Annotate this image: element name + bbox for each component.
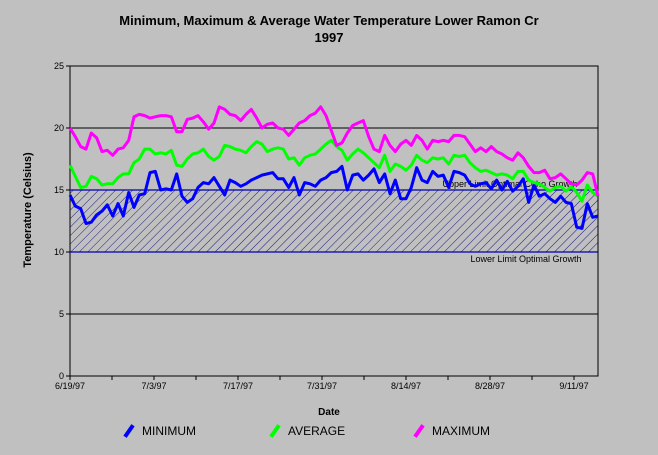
series-line-average	[68, 138, 599, 203]
x-tick-label: 8/28/97	[475, 381, 505, 391]
y-tick-label: 5	[59, 309, 64, 319]
lower-limit-label: Lower Limit Optimal Growth	[470, 254, 581, 264]
optimal-band	[70, 190, 598, 252]
x-tick-label: 7/3/97	[141, 381, 166, 391]
legend-label: MINIMUM	[142, 424, 196, 438]
legend-swatch	[269, 424, 281, 438]
chart-title: Minimum, Maximum & Average Water Tempera…	[119, 13, 539, 28]
legend-swatch	[123, 424, 135, 438]
y-tick-label: 25	[54, 61, 64, 71]
y-tick-label: 20	[54, 123, 64, 133]
y-tick-label: 0	[59, 371, 64, 381]
x-tick-label: 8/14/97	[391, 381, 421, 391]
legend-item-minimum: MINIMUM	[122, 424, 196, 438]
legend-label: MAXIMUM	[432, 424, 490, 438]
series-line-minimum	[68, 164, 599, 230]
y-tick-label: 15	[54, 185, 64, 195]
x-tick-label: 7/17/97	[223, 381, 253, 391]
legend-item-average: AVERAGE	[268, 424, 345, 438]
legend-label: AVERAGE	[288, 424, 346, 438]
legend-item-maximum: MAXIMUM	[412, 424, 490, 438]
x-tick-label: 7/31/97	[307, 381, 337, 391]
chart-subtitle: 1997	[314, 30, 344, 45]
y-tick-label: 10	[54, 247, 64, 257]
x-tick-label: 6/19/97	[55, 381, 85, 391]
x-axis-label: Date	[318, 407, 340, 418]
series-line-maximum	[68, 105, 600, 197]
x-tick-label: 9/11/97	[559, 381, 588, 391]
legend-swatch	[413, 424, 425, 438]
